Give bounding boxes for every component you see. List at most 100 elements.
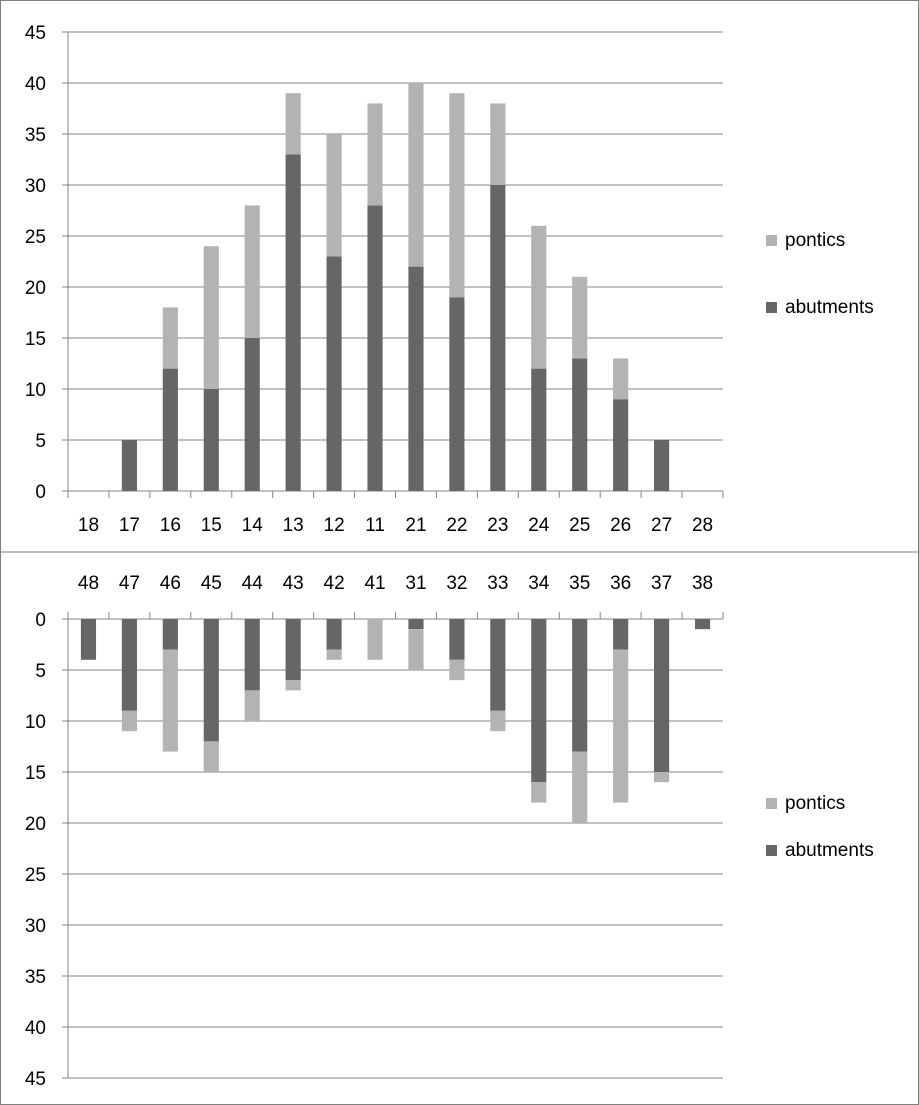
tooth-number-label: 14 [242,515,264,536]
y-tick-label: 5 [35,661,46,682]
pontics-bar-segment [162,307,178,369]
abutments-bar-segment [203,389,219,491]
abutments-bar-segment [449,297,465,491]
y-tick-label: 40 [25,1018,46,1039]
pontics-bar-segment [490,103,506,185]
pontics-bar-segment [490,710,506,732]
abutments-bar-segment [121,619,137,711]
tooth-number-label: 21 [405,515,426,536]
upper-jaw-chart: 0 5 10 15 20 25 30 35 40 45 18 17 16 15 14 13 12 11 21 22 23… [25,23,874,536]
pontics-bar-segment [654,772,670,783]
pontics-bar-segment [613,358,629,400]
legend-label-abutments: abutments [785,840,874,861]
abutments-bar-segment [326,256,342,491]
pontics-bar-segment [531,225,547,369]
abutments-bar-segment [449,619,465,660]
pontics-bar-segment [367,103,383,206]
abutments-bar-segment [244,338,260,491]
tooth-number-label: 15 [201,515,222,536]
pontics-bar-segment [285,680,301,691]
y-tick-label: 0 [35,482,46,503]
pontics-bar-segment [613,649,629,803]
abutments-bar-segment [285,154,301,491]
pontics-bar-segment [285,93,301,155]
abutments-bar-segment [490,619,506,711]
tooth-number-label: 47 [119,573,140,594]
pontics-bar-segment [326,649,342,660]
tooth-number-label: 41 [364,573,385,594]
pontics-bar-segment [244,690,260,721]
y-tick-label: 45 [25,23,46,44]
pontics-bar-segment [408,629,424,670]
y-tick-label: 20 [25,278,46,299]
y-tick-label: 30 [25,176,46,197]
pontics-bar-segment [408,83,424,267]
tooth-number-label: 13 [283,515,304,536]
legend-swatch-abutments [766,845,777,856]
y-tick-label: 10 [25,712,46,733]
y-tick-label: 15 [25,763,46,784]
tooth-number-label: 12 [324,515,345,536]
y-tick-label: 30 [25,916,46,937]
pontics-bar-segment [162,649,178,752]
tooth-number-label: 22 [446,515,467,536]
tooth-number-label: 16 [160,515,181,536]
abutments-bar-segment [613,399,629,491]
legend-swatch-abutments [766,302,777,313]
abutments-bar-segment [121,440,137,491]
tooth-number-label: 27 [651,515,672,536]
tooth-number-label: 43 [283,573,304,594]
legend-swatch-pontics [766,235,777,246]
abutments-bar-segment [244,619,260,691]
abutments-bar-segment [531,619,547,783]
abutments-bar-segment [162,619,178,650]
tooth-number-label: 34 [528,573,550,594]
tooth-number-label: 25 [569,515,590,536]
tooth-number-label: 33 [487,573,508,594]
tooth-number-label: 11 [365,515,385,536]
y-tick-label: 45 [25,1069,46,1090]
y-tick-label: 5 [35,431,46,452]
abutments-bar-segment [162,368,178,491]
pontics-bar-segment [531,782,547,803]
tooth-number-label: 18 [78,515,99,536]
y-tick-label: 15 [25,329,46,350]
tooth-number-label: 38 [692,573,713,594]
tooth-number-label: 35 [569,573,590,594]
abutments-bar-segment [490,185,506,491]
pontics-bar-segment [203,246,219,389]
y-tick-label: 35 [25,125,46,146]
tooth-number-label: 17 [119,515,140,536]
y-tick-label: 25 [25,865,46,886]
abutments-bar-segment [285,619,301,681]
tooth-number-label: 24 [528,515,550,536]
abutments-bar-segment [654,619,670,772]
abutments-bar-segment [694,619,711,630]
tooth-number-label: 31 [405,573,426,594]
abutments-bar-segment [572,619,588,752]
tooth-number-label: 37 [651,573,672,594]
legend-swatch-pontics [766,798,777,809]
abutments-bar-segment [408,619,424,630]
pontics-bar-segment [449,93,465,298]
legend-label-pontics: pontics [785,793,845,814]
pontics-bar-segment [449,659,465,681]
abutments-bar-segment [531,368,547,491]
pontics-bar-segment [203,741,219,772]
y-tick-label: 35 [25,967,46,988]
tooth-number-label: 36 [610,573,631,594]
abutments-bar-segment [613,619,629,650]
abutments-bar-segment [367,205,383,491]
abutments-bar-segment [654,440,670,491]
pontics-bar-segment [244,205,260,338]
tooth-number-label: 26 [610,515,631,536]
pontics-bar-segment [121,710,137,732]
tooth-number-label: 46 [160,573,181,594]
abutments-bar-segment [203,619,219,742]
y-tick-label: 20 [25,814,46,835]
legend-label-pontics: pontics [785,230,845,251]
tooth-number-label: 32 [446,573,467,594]
y-tick-label: 0 [35,610,46,631]
tooth-number-label: 28 [692,515,713,536]
